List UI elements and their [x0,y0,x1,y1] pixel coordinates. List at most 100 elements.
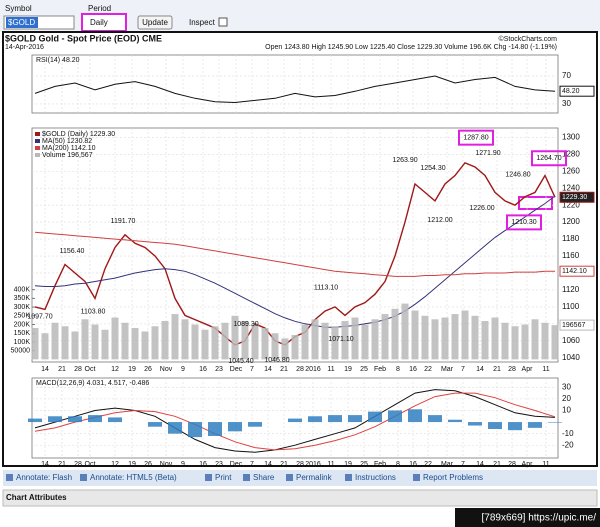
symbol-label: Symbol [5,4,32,13]
update-label: Update [142,18,168,27]
legend-entry: MA(200) 1142.10 [42,145,96,152]
x-tick-label: 28 [74,461,82,468]
x-tick-label: 11 [327,366,334,373]
footer-link[interactable]: Permalink [296,473,333,482]
annotation: 1264.70 [536,155,561,162]
x-tick-label: 28 [296,366,304,373]
x-tick-label: 7 [461,461,465,468]
annotation: 1097.70 [27,314,52,321]
y2-tick-label: 150K [14,330,31,337]
update-button[interactable] [137,15,173,30]
y-tick-label: 10 [562,406,571,415]
volume-bar [431,319,439,360]
histogram-bar [108,417,122,423]
volume-bar [321,322,329,360]
footer-link[interactable]: Annotate: Flash [16,473,72,482]
legend-swatch [35,153,40,157]
histogram-bar [188,422,202,438]
legend-entry: Volume 196,567 [42,152,93,159]
histogram-bar [508,422,522,431]
y-tick-label: 1160 [562,251,580,260]
inspect-checkbox[interactable] [218,17,228,27]
volume-bar [421,315,429,360]
legend-swatch [35,146,40,150]
x-tick-label: Apr [522,366,534,373]
x-tick-label: 25 [360,366,368,373]
volume-bar [241,321,249,360]
y-tick-label: 1180 [562,234,580,243]
volume-bar [71,331,79,360]
y-tick-label: 1240 [562,183,580,192]
histogram-bar [168,422,182,434]
value-tag: 196567 [562,322,585,329]
volume-bar [201,329,209,360]
histogram-bar [328,415,342,423]
y-tick-label: 1200 [562,217,580,226]
x-tick-label: 16 [409,366,417,373]
y2-tick-label: 350K [14,295,31,302]
watermark: [789x669] https://upic.me/ [481,513,596,524]
x-tick-label: Dec [230,461,243,468]
section-header [2,489,598,507]
x-tick-label: 21 [280,366,288,373]
volume-bar [61,326,69,360]
y-tick-label: 30 [562,382,571,391]
x-tick-label: 14 [476,461,484,468]
annotation: 1212.00 [427,217,452,224]
volume-bar [451,314,459,360]
volume-bar [341,321,349,360]
x-tick-label: 21 [493,461,501,468]
legend-swatch [35,132,40,136]
x-tick-label: 16 [409,461,417,468]
volume-bar [271,333,279,360]
volume-bar [391,308,399,360]
link-icon [80,474,87,481]
series-line [34,231,556,277]
x-tick-label: 16 [199,366,207,373]
x-tick-label: 12 [111,366,119,373]
x-tick-label: 28 [296,461,304,468]
x-tick-label: 21 [58,461,66,468]
x-tick-label: Mar [441,366,454,373]
footer-link[interactable]: Print [215,473,232,482]
histogram-bar [148,422,162,427]
histogram-bar [308,416,322,423]
histogram-bar [468,422,482,426]
value-tag-bg [559,191,595,203]
x-tick-label: Oct [85,366,96,373]
link-icon [205,474,212,481]
footer-link[interactable]: Share [253,473,275,482]
annotation: 1103.80 [81,309,106,316]
link-icon [286,474,293,481]
period-label: Period [88,4,111,13]
footer-link[interactable]: Report Problems [423,473,483,482]
y2-tick-label: 100K [14,339,31,346]
y-tick-label: 1280 [562,149,580,158]
x-tick-label: 7 [461,366,465,373]
y2-tick-label: 300K [14,304,31,311]
watermark-box [455,508,600,527]
x-tick-label: 19 [128,461,136,468]
x-tick-label: Feb [374,366,386,373]
volume-bar [291,334,299,360]
value-tag: 1229.30 [562,194,587,201]
annotation: 1254.30 [420,165,445,172]
x-tick-label: 19 [128,366,136,373]
volume-bar [481,321,489,360]
x-tick-label: 9 [181,461,185,468]
histogram-bar [288,418,302,423]
date: 14-Apr-2016 [5,44,44,51]
footer-link[interactable]: Annotate: HTML5 (Beta) [90,473,177,482]
volume-bar [511,326,519,360]
credit: ©StockCharts.com [499,35,558,43]
volume-bar [551,325,559,360]
annotation: 1246.80 [505,171,530,178]
footer-link[interactable]: Instructions [355,473,396,482]
x-tick-label: 28 [508,366,516,373]
volume-bar [151,326,159,360]
volume-bar [461,310,469,360]
volume-bar [121,322,129,360]
footer-bar [3,470,597,486]
volume-bar [401,303,409,360]
panel-title: RSI(14) 48.20 [36,57,80,64]
